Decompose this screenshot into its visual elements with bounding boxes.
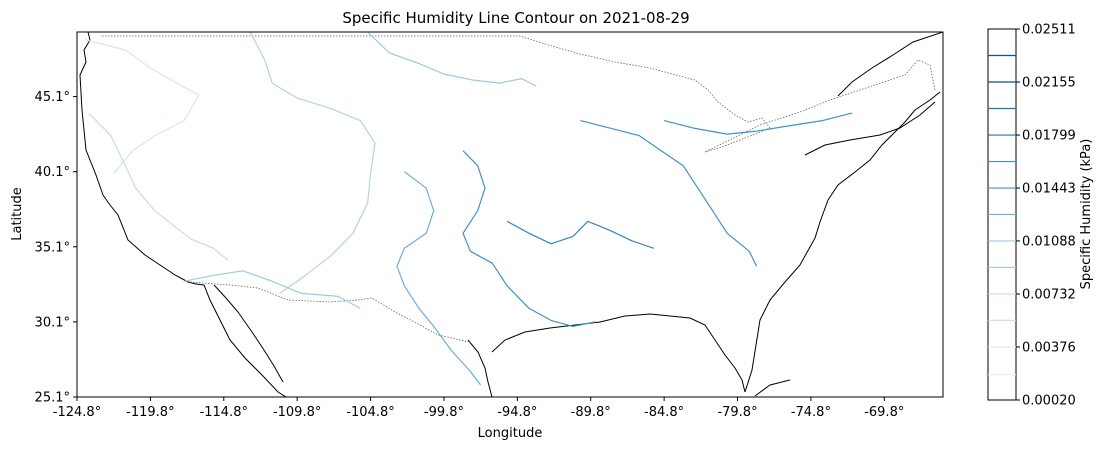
x-tick-label: -124.8° xyxy=(53,405,101,420)
colorbar-tick-label: 0.01443 xyxy=(1022,182,1076,197)
y-tick-label: 40.1° xyxy=(35,165,70,180)
x-tick-label: -89.8° xyxy=(571,405,611,420)
x-tick-label: -114.8° xyxy=(200,405,248,420)
plot-background xyxy=(77,32,943,397)
x-axis: -124.8° -119.8° -114.8° -109.8° -104.8° -99.8… xyxy=(53,397,905,420)
colorbar: 0.00020 0.00376 0.00732 0.01088 0.01443 0.017… xyxy=(988,23,1094,409)
colorbar-tick-label: 0.01088 xyxy=(1022,234,1076,249)
y-tick-label: 25.1° xyxy=(35,391,70,406)
colorbar-tick-label: 0.02511 xyxy=(1022,23,1076,38)
x-tick-label: -94.8° xyxy=(497,405,537,420)
colorbar-tick-label: 0.00732 xyxy=(1022,287,1076,302)
y-axis-label: Latitude xyxy=(10,187,25,241)
y-tick-label: 30.1° xyxy=(35,315,70,330)
x-tick-label: -79.8° xyxy=(717,405,757,420)
colorbar-tick-label: 0.01799 xyxy=(1022,129,1076,144)
y-tick-label: 45.1° xyxy=(35,90,70,105)
x-tick-label: -109.8° xyxy=(273,405,321,420)
chart-title: Specific Humidity Line Contour on 2021-0… xyxy=(342,9,689,27)
plot-area xyxy=(77,32,943,397)
colorbar-tick-label: 0.00376 xyxy=(1022,340,1076,355)
y-axis: 25.1° 30.1° 35.1° 40.1° 45.1° xyxy=(35,90,77,405)
x-tick-label: -74.8° xyxy=(791,405,831,420)
colorbar-label: Specific Humidity (kPa) xyxy=(1079,139,1094,290)
x-tick-label: -119.8° xyxy=(126,405,174,420)
x-tick-label: -84.8° xyxy=(644,405,684,420)
colorbar-tick-label: 0.00020 xyxy=(1022,394,1076,409)
x-tick-label: -99.8° xyxy=(424,405,464,420)
x-axis-label: Longitude xyxy=(478,426,543,441)
x-tick-label: -69.8° xyxy=(864,405,904,420)
x-tick-label: -104.8° xyxy=(346,405,394,420)
colorbar-ticks: 0.00020 0.00376 0.00732 0.01088 0.01443 0.017… xyxy=(1016,23,1076,409)
colorbar-tick-label: 0.02155 xyxy=(1022,76,1076,91)
y-tick-label: 35.1° xyxy=(35,240,70,255)
